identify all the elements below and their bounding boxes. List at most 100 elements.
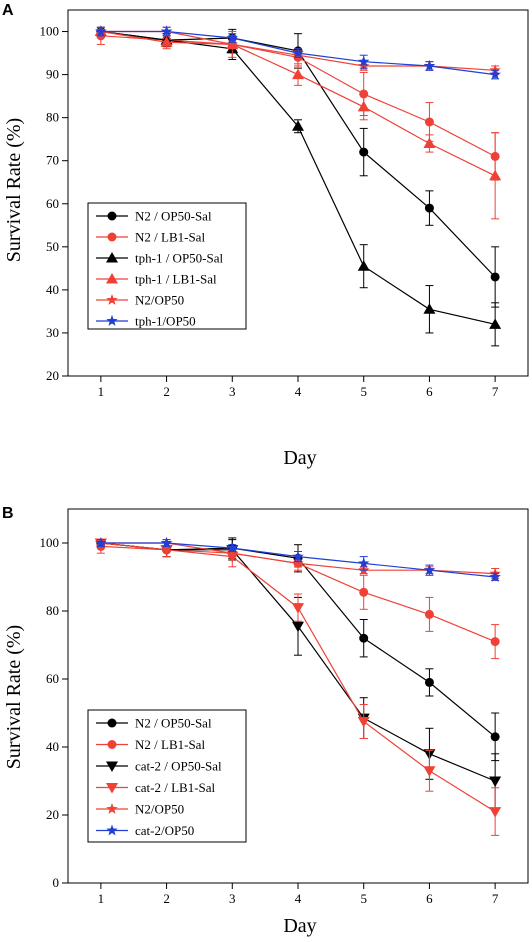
data-point — [292, 621, 304, 633]
chart-b: B 0 20 40 60 80 100 1 2 3 4 5 6 7 N2 / OP50-Sal N2 / L… — [2, 505, 529, 937]
data-point — [160, 545, 173, 556]
legend-item-n2-lb1-sal: N2 / LB1-Sal — [96, 737, 205, 752]
data-point — [423, 766, 436, 777]
x-tick-label-a: 4 — [295, 384, 302, 399]
legend-label: N2/OP50 — [135, 802, 184, 817]
legend-label: cat-2 / OP50-Sal — [135, 759, 222, 774]
data-point — [424, 609, 434, 619]
legend-label: tph-1 / OP50-Sal — [135, 251, 224, 266]
y-tick-label-b: 20 — [46, 807, 59, 822]
legend-label: tph-1/OP50 — [135, 314, 196, 329]
y-tick-label-a: 80 — [46, 110, 59, 125]
chart-a: A 20 30 40 50 60 70 80 90 100 1 2 3 4 5 6 7 N2 / OP50-Sa… — [2, 2, 529, 469]
x-tick-label-b: 6 — [426, 891, 433, 906]
data-point — [490, 637, 500, 647]
legend-item-cat-2-lb1-sal: cat-2 / LB1-Sal — [96, 780, 216, 795]
y-axis-label-a: Survival Rate (%) — [3, 118, 25, 262]
legend-item-n2-op50-sal: N2 / OP50-Sal — [96, 209, 212, 224]
data-point — [490, 732, 500, 742]
data-point — [160, 36, 173, 47]
data-point — [226, 542, 238, 553]
data-point — [226, 38, 238, 50]
data-point — [292, 603, 304, 614]
data-point — [490, 272, 500, 282]
legend-item-cat-2-op50: cat-2/OP50 — [96, 823, 194, 838]
panel-a: A 20 30 40 50 60 70 80 90 100 1 2 3 4 5 6 7 N2 / OP50-Sa… — [0, 0, 532, 470]
y-tick-label-a: 30 — [46, 325, 59, 340]
legend-box — [87, 202, 247, 330]
data-point — [424, 203, 434, 213]
panel-b: B 0 20 40 60 80 100 1 2 3 4 5 6 7 N2 / OP50-Sal N2 / L… — [0, 472, 532, 942]
x-tick-label-b: 7 — [492, 891, 499, 906]
legend-label: N2/OP50 — [135, 293, 184, 308]
data-point — [359, 147, 369, 157]
legend-marker — [106, 315, 118, 326]
series-tph-1-op50-a — [95, 25, 501, 80]
data-point — [489, 776, 502, 787]
legend-label: cat-2 / LB1-Sal — [135, 780, 216, 795]
data-point — [489, 68, 501, 80]
legend-marker — [106, 783, 118, 794]
data-point — [357, 260, 370, 271]
data-point — [292, 557, 304, 569]
data-point — [95, 537, 107, 548]
data-point — [226, 547, 238, 559]
legend-item-tph-1-op50-sal: tph-1 / OP50-Sal — [96, 251, 224, 266]
data-point — [292, 68, 304, 80]
x-tick-label-a: 5 — [360, 384, 367, 399]
data-point — [292, 550, 304, 562]
legend-item-n2-op50-sal: N2 / OP50-Sal — [96, 716, 212, 731]
legend-item-n2-lb1-sal: N2 / LB1-Sal — [96, 230, 205, 245]
data-point — [226, 552, 239, 563]
y-tick-label-b: 100 — [40, 535, 60, 550]
x-tick-label-b: 1 — [98, 891, 105, 906]
data-point — [489, 318, 502, 329]
legend-marker — [107, 211, 117, 221]
legend-marker — [106, 252, 118, 263]
legend-item-n2-op50: N2/OP50 — [96, 293, 184, 308]
y-tick-label-b: 40 — [46, 739, 59, 754]
legend-item-tph-1-op50: tph-1/OP50 — [96, 314, 196, 329]
data-point — [292, 47, 304, 58]
data-point — [358, 55, 370, 67]
legend-box — [87, 709, 247, 843]
panel-label-b: B — [2, 505, 14, 522]
data-point — [359, 633, 369, 643]
data-point — [359, 587, 369, 597]
data-point — [489, 169, 502, 181]
legend-marker — [107, 232, 117, 242]
data-point — [358, 557, 370, 569]
x-axis-label-a: Day — [283, 447, 316, 469]
data-point — [423, 59, 436, 71]
data-point — [489, 807, 502, 818]
y-tick-label-b: 0 — [53, 875, 60, 890]
data-point — [226, 31, 238, 43]
data-point — [424, 117, 434, 127]
legend-b: N2 / OP50-Sal N2 / LB1-Sal cat-2 / OP50-Sa… — [87, 709, 247, 843]
data-point — [424, 677, 434, 687]
legend-marker — [106, 803, 118, 814]
legend-marker — [106, 824, 118, 836]
legend-marker — [107, 718, 117, 728]
data-point — [423, 564, 436, 576]
data-point — [423, 137, 436, 148]
legend-item-tph-1-lb1-sal: tph-1 / LB1-Sal — [96, 272, 217, 287]
legend-marker — [106, 761, 118, 772]
data-point — [160, 537, 173, 548]
y-tick-label-a: 100 — [40, 24, 60, 39]
x-tick-label-a: 2 — [163, 384, 170, 399]
legend-label: cat-2/OP50 — [135, 823, 194, 838]
x-tick-label-a: 1 — [98, 384, 105, 399]
legend-marker — [106, 273, 118, 284]
y-tick-label-a: 40 — [46, 282, 59, 297]
x-tick-label-b: 3 — [229, 891, 236, 906]
legend-marker — [107, 740, 117, 749]
y-tick-label-a: 90 — [46, 67, 59, 82]
data-point — [160, 25, 173, 37]
y-axis-label-b: Survival Rate (%) — [3, 625, 25, 769]
legend-label: N2 / LB1-Sal — [135, 737, 205, 752]
panel-label-a: A — [2, 2, 14, 19]
legend-label: tph-1 / LB1-Sal — [135, 272, 217, 287]
legend-marker — [106, 294, 118, 305]
y-tick-label-a: 60 — [46, 196, 59, 211]
